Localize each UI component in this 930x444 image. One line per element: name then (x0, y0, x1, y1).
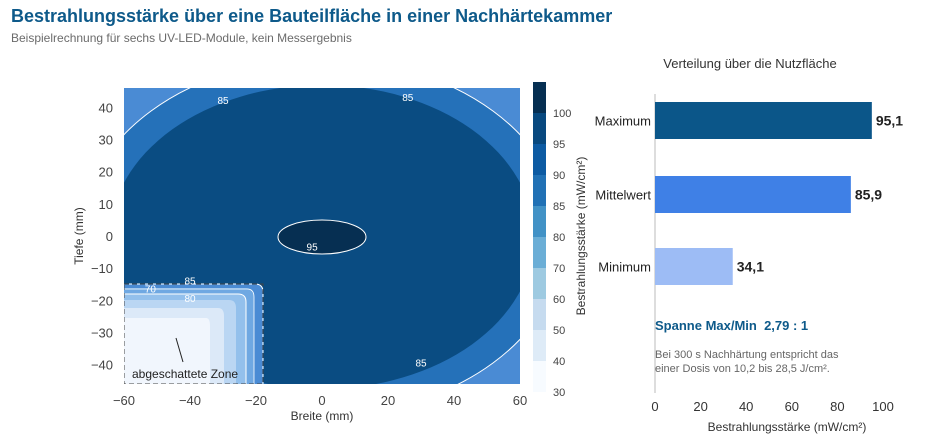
colorbar-tick-label: 60 (553, 294, 565, 306)
colorbar-block (533, 175, 546, 206)
colorbar-tick-label: 40 (553, 356, 565, 368)
colorbar-block (533, 268, 546, 299)
y-tick-label: 0 (106, 229, 113, 244)
colorbar-block (533, 361, 546, 392)
colorbar-tick-label: 80 (553, 232, 565, 244)
bar-x-tick-label: 80 (830, 399, 844, 414)
y-tick-label: 10 (99, 197, 113, 212)
colorbar-block (533, 330, 546, 361)
contour-label: 85 (184, 276, 196, 287)
colorbar-tick-label: 70 (553, 263, 565, 275)
bar-x-tick-label: 100 (872, 399, 894, 414)
y-tick-label: −40 (91, 358, 113, 373)
bar-category-label: Mittelwert (595, 188, 651, 203)
colorbar-blocks (533, 82, 546, 392)
x-tick-label: 60 (513, 393, 527, 408)
colorbar-tick-label: 30 (553, 387, 565, 399)
bar-value-label: 95,1 (876, 113, 903, 129)
y-tick-label: 40 (99, 100, 113, 115)
shade-line-80 (124, 288, 255, 384)
y-axis-label: Tiefe (mm) (72, 207, 86, 265)
dose-note-line1: Bei 300 s Nachhärtung entspricht das (655, 349, 839, 361)
colorbar-block (533, 237, 546, 268)
page-title: Bestrahlungsstärke über eine Bauteilfläc… (11, 6, 613, 26)
bar (655, 176, 851, 213)
y-tick-label: −20 (91, 293, 113, 308)
bar-value-label: 34,1 (737, 259, 764, 275)
x-axis-label: Breite (mm) (291, 409, 354, 423)
colorbar-block (533, 299, 546, 330)
bar-x-axis-label: Bestrahlungsstärke (mW/cm²) (708, 420, 867, 434)
bar-category-label: Minimum (598, 260, 651, 275)
shade-band-30 (124, 318, 210, 384)
colorbar: 30 40 50 60 70 80 85 90 95 100 Bestrahlungsstärke… (533, 82, 588, 399)
contour-label: 95 (307, 242, 319, 253)
y-axis-ticks: −40 −30 −20 −10 0 10 20 30 40 (91, 100, 113, 372)
page-subtitle: Beispielrechnung für sechs UV-LED-Module… (11, 31, 352, 45)
bar-x-tick-label: 20 (693, 399, 707, 414)
bar-x-tick-label: 40 (739, 399, 753, 414)
shade-line-70 (124, 293, 247, 384)
colorbar-label: Bestrahlungsstärke (mW/cm²) (574, 157, 588, 316)
bar-value-label: 85,9 (855, 187, 882, 203)
contour-label: 80 (184, 294, 196, 305)
bar-x-axis-ticks: 0 20 40 60 80 100 (651, 399, 893, 414)
contour-label: 70 (145, 284, 157, 295)
contour-label: 85 (217, 96, 229, 107)
contour-label: 85 (415, 358, 427, 369)
contour-label: 85 (402, 93, 414, 104)
shaded-zone-pointer (175, 337, 184, 363)
x-tick-label: −20 (245, 393, 267, 408)
colorbar-tick-label: 50 (553, 325, 565, 337)
colorbar-block (533, 113, 546, 144)
contour-band-95-100 (278, 220, 366, 254)
x-tick-label: 20 (381, 393, 395, 408)
y-tick-label: 30 (99, 132, 113, 147)
x-axis-ticks: −60 −40 −20 0 20 40 60 (113, 393, 527, 408)
contour-plot: 85 85 95 85 70 80 85 abgeschattete Zone −60 −40… (72, 88, 527, 423)
dose-note-line2: einer Dosis von 10,2 bis 28,5 J/cm². (655, 363, 830, 375)
colorbar-ticks: 30 40 50 60 70 80 85 90 95 100 (553, 108, 571, 399)
colorbar-tick-label: 90 (553, 170, 565, 182)
bar-category-label: Maximum (595, 114, 651, 129)
bars: Maximum 95,1 Mittelwert 85,9 Minimum 34,1 (595, 102, 903, 285)
bar (655, 248, 733, 285)
colorbar-block (533, 144, 546, 175)
colorbar-tick-label: 85 (553, 201, 565, 213)
shaded-zone-label: abgeschattete Zone (132, 367, 238, 381)
y-tick-label: 20 (99, 165, 113, 180)
x-tick-label: 40 (447, 393, 461, 408)
bar (655, 102, 872, 139)
bar-chart: Verteilung über die Nutzfläche Maximum 95… (595, 56, 904, 434)
shaded-zone-outline (124, 283, 264, 384)
y-tick-label: −30 (91, 326, 113, 341)
colorbar-block (533, 82, 546, 113)
colorbar-block (533, 206, 546, 237)
x-tick-label: 0 (318, 393, 325, 408)
contour-line-95 (277, 219, 367, 255)
bar-x-tick-label: 0 (651, 399, 658, 414)
x-tick-label: −40 (179, 393, 201, 408)
y-tick-label: −10 (91, 261, 113, 276)
bar-chart-title: Verteilung über die Nutzfläche (663, 56, 836, 71)
bar-x-tick-label: 60 (785, 399, 799, 414)
colorbar-tick-label: 100 (553, 108, 571, 120)
spanne-annotation: Spanne Max/Min 2,79 : 1 (655, 318, 808, 333)
contour-labels: 85 85 95 85 70 80 85 (145, 93, 427, 369)
colorbar-tick-label: 95 (553, 139, 565, 151)
x-tick-label: −60 (113, 393, 135, 408)
